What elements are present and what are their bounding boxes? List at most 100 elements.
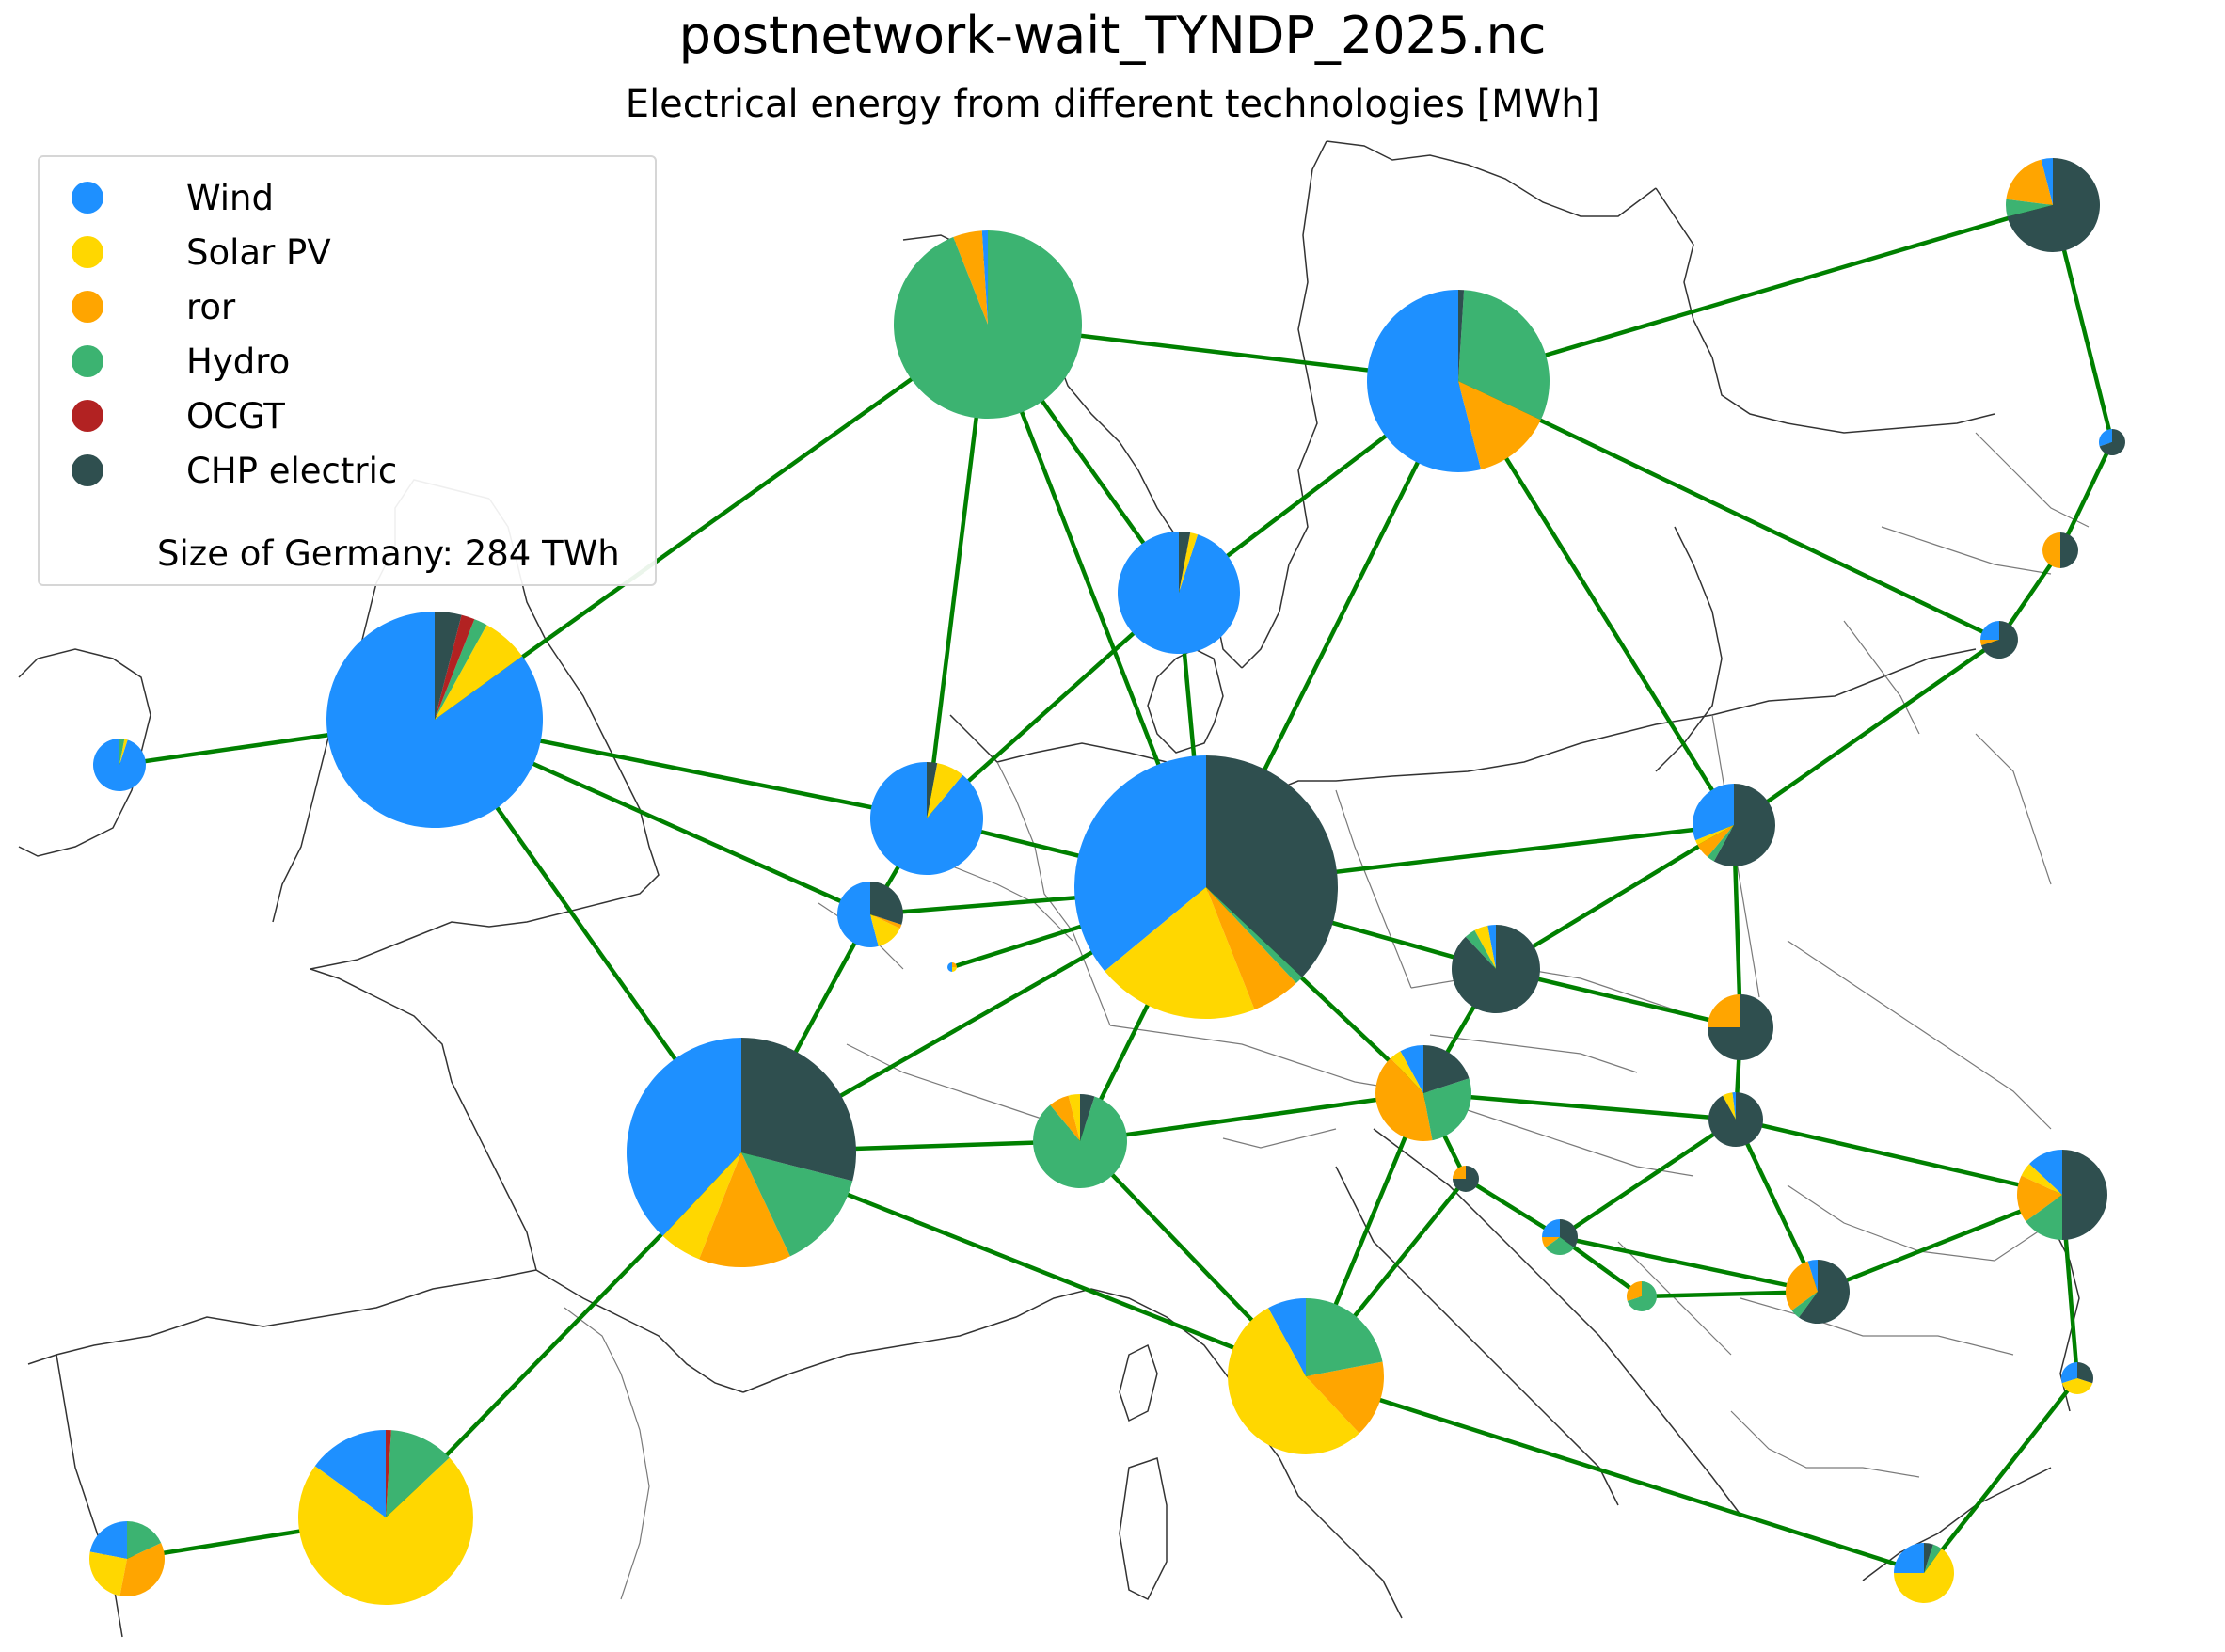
pie-be-ror-slice	[870, 914, 902, 929]
pie-hr	[1542, 1219, 1579, 1256]
pie-bg-wind-slice	[2061, 1362, 2077, 1384]
pie-at-wind-slice	[1400, 1045, 1423, 1093]
link-ee-lv	[2058, 441, 2115, 551]
pie-no	[893, 230, 1082, 419]
pie-es-wind-slice	[314, 1430, 386, 1517]
pie-fi-hydro-slice	[2005, 199, 2053, 217]
link-se-lt	[1457, 378, 2000, 643]
pie-bg	[2061, 1362, 2094, 1395]
legend-item-ocgt: OCGT	[72, 389, 285, 443]
legend-label-ocgt: OCGT	[186, 395, 285, 437]
pie-pl-solar-pv-slice	[1695, 825, 1734, 846]
pie-fi-chp-electric-slice	[2007, 158, 2101, 252]
pie-lu	[947, 962, 957, 972]
pie-lt-chp-electric-slice	[1980, 621, 2018, 659]
pie-pt-ror-slice	[119, 1542, 165, 1596]
pie-pt-solar-pv-slice	[89, 1551, 127, 1596]
pie-sk-ror-slice	[1708, 994, 1740, 1027]
pie-fi-ror-slice	[2006, 159, 2053, 205]
pie-se-wind-slice	[1366, 290, 1482, 473]
pie-pt	[89, 1521, 165, 1596]
legend-label-wind: Wind	[186, 177, 274, 218]
map-subtitle: Electrical energy from different technol…	[625, 83, 1600, 126]
pie-dk-wind-slice	[1118, 532, 1240, 655]
pie-hu	[1708, 1092, 1764, 1147]
pie-lv-chp-electric-slice	[2060, 532, 2078, 568]
pie-lv	[2042, 532, 2078, 568]
link-gb-no	[433, 323, 990, 722]
pie-rs-hydro-slice	[1791, 1292, 1818, 1318]
pie-gb-chp-electric-slice	[435, 612, 462, 720]
legend-label-chp-electric: CHP electric	[186, 450, 398, 491]
pie-si-chp-electric-slice	[1453, 1166, 1479, 1192]
legend-label-solar-pv: Solar PV	[186, 231, 331, 273]
pie-hr-wind-slice	[1542, 1219, 1560, 1237]
pie-ro-chp-electric-slice	[2062, 1150, 2107, 1240]
legend-label-hydro: Hydro	[186, 341, 291, 382]
pie-it-ror-slice	[1306, 1361, 1384, 1434]
pie-it	[1227, 1298, 1384, 1455]
pie-no-hydro-slice	[893, 230, 1082, 419]
pie-de-chp-electric-slice	[1206, 755, 1338, 977]
pie-nl-wind-slice	[869, 762, 983, 876]
pie-be-chp-electric-slice	[870, 882, 903, 925]
pie-gb-hydro-slice	[435, 619, 487, 720]
link-si-hr	[1464, 1177, 1562, 1239]
pie-gr-solar-pv-slice	[1894, 1549, 1954, 1603]
legend-item-hydro: Hydro	[72, 334, 290, 389]
pie-es	[297, 1430, 473, 1605]
pie-lv-ror-slice	[2042, 532, 2060, 568]
pie-fr-solar-pv-slice	[662, 1152, 741, 1260]
pie-rs-ror-slice	[1786, 1261, 1818, 1310]
pie-hr-chp-electric-slice	[1560, 1219, 1579, 1248]
pie-gr	[1894, 1543, 1954, 1603]
pie-hu-chp-electric-slice	[1708, 1092, 1764, 1147]
pie-lt	[1980, 621, 2018, 659]
pie-at-ror-slice	[1375, 1057, 1433, 1141]
pie-ie	[92, 739, 146, 792]
pie-cz-solar-pv-slice	[1474, 925, 1496, 969]
pie-pl	[1693, 784, 1775, 866]
link-it-gr	[1305, 1374, 1925, 1576]
pie-pl-chp-electric-slice	[1713, 784, 1775, 866]
pie-de-solar-pv-slice	[1105, 887, 1255, 1019]
pie-fi	[2005, 158, 2101, 252]
legend-marker-ror	[72, 291, 103, 323]
pie-es-ocgt-slice	[386, 1430, 391, 1517]
link-lt-pl	[1732, 638, 2001, 827]
pie-lu-solar-pv-slice	[952, 967, 957, 972]
pie-fr-ror-slice	[699, 1152, 790, 1267]
link-hr-rs	[1559, 1234, 1819, 1295]
pie-ch-ror-slice	[1050, 1095, 1080, 1141]
link-hu-ro	[1735, 1117, 2063, 1198]
pie-pt-hydro-slice	[127, 1521, 162, 1559]
legend-size-note: Size of Germany: 284 TWh	[157, 533, 620, 574]
legend-marker-solar-pv	[72, 236, 103, 268]
pie-se-chp-electric-slice	[1458, 290, 1465, 381]
pie-sk	[1708, 994, 1773, 1060]
link-hr-hu	[1558, 1118, 1738, 1239]
pie-rs-wind-slice	[1807, 1260, 1818, 1292]
pie-be-solar-pv-slice	[870, 914, 900, 946]
pie-rs-chp-electric-slice	[1799, 1260, 1850, 1325]
pie-fr-chp-electric-slice	[741, 1038, 856, 1182]
pie-gb-wind-slice	[326, 612, 543, 828]
pie-lu-ror-slice	[952, 962, 957, 967]
link-at-hu	[1422, 1090, 1737, 1122]
pie-ee-wind-slice	[2099, 429, 2112, 447]
pie-de-ror-slice	[1206, 887, 1296, 1010]
pie-ch-hydro-slice	[1032, 1096, 1127, 1188]
pie-ie-hydro-slice	[119, 739, 125, 765]
pie-bg-solar-pv-slice	[2061, 1378, 2093, 1395]
pie-ba	[1627, 1281, 1658, 1311]
pie-nl	[869, 762, 983, 876]
pie-se-ror-slice	[1458, 381, 1541, 469]
pie-be-wind-slice	[836, 882, 879, 947]
pie-at-hydro-slice	[1423, 1078, 1471, 1141]
pie-ch-chp-electric-slice	[1080, 1094, 1095, 1141]
pie-fi-wind-slice	[2041, 158, 2053, 205]
pie-ee	[2099, 429, 2125, 455]
pie-no-ror-slice	[953, 230, 988, 325]
pie-fr-wind-slice	[627, 1038, 741, 1236]
